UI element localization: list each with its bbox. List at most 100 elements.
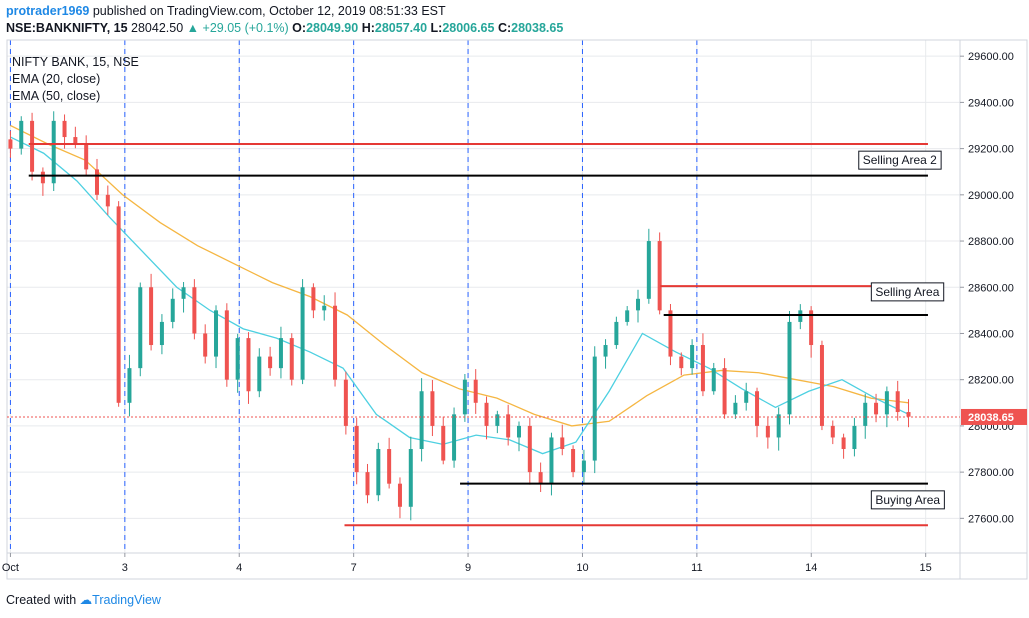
- high-label: H:: [361, 21, 375, 35]
- level-label-text: Selling Area: [875, 285, 939, 299]
- candle-body: [538, 472, 543, 484]
- y-tick-label: 29400.00: [968, 97, 1014, 109]
- candle-body: [473, 379, 478, 403]
- candle-body: [343, 379, 348, 426]
- x-tick-label: Oct: [2, 562, 19, 574]
- last-price: 28042.50: [131, 21, 184, 35]
- candle-body: [636, 298, 641, 311]
- level-label: Selling Area 2: [858, 150, 942, 170]
- high-value: 28057.40: [374, 21, 428, 35]
- candle-body: [246, 338, 251, 392]
- candle-body: [84, 143, 89, 170]
- candle-body: [376, 449, 381, 496]
- candle-body: [527, 425, 532, 473]
- candle-body: [333, 305, 338, 380]
- levels[interactable]: Selling Area 2 Selling Area Buying Area: [28, 142, 945, 527]
- created-with-text: Created with: [6, 593, 77, 607]
- candle-body: [884, 391, 889, 415]
- candle-body: [874, 402, 879, 415]
- level-label: Buying Area: [870, 490, 945, 510]
- candle-body: [170, 298, 175, 322]
- candle-body: [700, 345, 705, 392]
- low-value: 28006.65: [442, 21, 495, 35]
- x-tick-label: 11: [691, 562, 702, 574]
- y-tick-label: 29200.00: [968, 144, 1014, 156]
- candle-body: [159, 321, 164, 346]
- published-text: published on TradingView.com, October 12…: [92, 4, 446, 18]
- candle-body: [592, 356, 597, 461]
- ema20-line: [10, 136, 909, 455]
- candle-body: [646, 241, 651, 299]
- candle-body: [289, 338, 294, 380]
- y-tick-label: 28200.00: [968, 375, 1014, 387]
- candle-body: [819, 345, 824, 426]
- level-label-box: [870, 282, 945, 302]
- footer: Created with ☁TradingView: [6, 592, 161, 607]
- tradingview-brand[interactable]: TradingView: [92, 593, 161, 607]
- publisher-username[interactable]: protrader1969: [6, 4, 90, 18]
- candle-body: [51, 120, 56, 184]
- candle-body: [744, 391, 749, 403]
- candle-body: [787, 321, 792, 415]
- candle-body: [192, 287, 197, 334]
- y-tick-label: 27800.00: [968, 467, 1014, 479]
- x-tick-label: 4: [236, 562, 242, 574]
- y-tick-label: 28600.00: [968, 282, 1014, 294]
- candle-body: [765, 425, 770, 438]
- level-label-box: [870, 490, 945, 510]
- close-value: 28038.65: [511, 21, 564, 35]
- candle-body: [863, 402, 868, 426]
- candle-body: [387, 449, 392, 484]
- level-label: Selling Area: [870, 282, 945, 302]
- ema20-path: [10, 136, 909, 455]
- candle-body: [235, 338, 240, 380]
- candle-body: [722, 368, 727, 415]
- candle-body: [300, 287, 305, 380]
- candle-body: [365, 472, 370, 496]
- candle-body: [830, 425, 835, 438]
- level-label-box: [858, 150, 942, 170]
- candle-body: [430, 391, 435, 426]
- candle-body: [495, 414, 500, 426]
- candle-body: [408, 449, 413, 507]
- candle-body: [73, 137, 78, 144]
- candle-body: [30, 120, 35, 172]
- candle-body: [224, 310, 229, 380]
- candle-body: [549, 437, 554, 484]
- candle-body: [127, 368, 132, 403]
- x-tick-label: 14: [805, 562, 817, 574]
- candles: [8, 111, 911, 521]
- candle-body: [841, 437, 846, 450]
- candle-body: [354, 425, 359, 473]
- candle-body: [138, 287, 143, 369]
- candle-body: [668, 310, 673, 357]
- close-label: C:: [497, 21, 512, 35]
- candle-body: [419, 391, 424, 450]
- legend-ema50: EMA (50, close): [12, 89, 100, 103]
- candle-body: [452, 414, 457, 461]
- ema50-line: [10, 124, 909, 427]
- candle-body: [581, 460, 586, 473]
- legend-title: NIFTY BANK, 15, NSE: [12, 55, 139, 69]
- candle-body: [711, 368, 716, 392]
- x-tick-label: 15: [920, 562, 932, 574]
- candle-body: [8, 139, 13, 149]
- candle-body: [311, 287, 316, 311]
- candle-body: [40, 171, 45, 184]
- candle-body: [755, 391, 760, 426]
- symbol-name: NSE:BANKNIFTY, 15: [6, 21, 128, 35]
- candle-body: [506, 414, 511, 438]
- tradingview-logo-icon: ☁: [79, 593, 93, 607]
- candle-body: [257, 356, 262, 392]
- legend: NIFTY BANK, 15, NSE EMA (20, close) EMA …: [12, 55, 139, 103]
- x-tick-label: 10: [576, 562, 588, 574]
- candle-body: [852, 425, 857, 450]
- candle-body: [462, 379, 467, 415]
- low-label: L:: [430, 21, 443, 35]
- candle-body: [798, 310, 803, 322]
- candle-body: [278, 338, 283, 369]
- symbol-header: NSE:BANKNIFTY, 15 28042.50 ▲ +29.05 (+0.…: [6, 21, 563, 35]
- open-label: O:: [292, 21, 307, 35]
- candle-body: [19, 120, 24, 149]
